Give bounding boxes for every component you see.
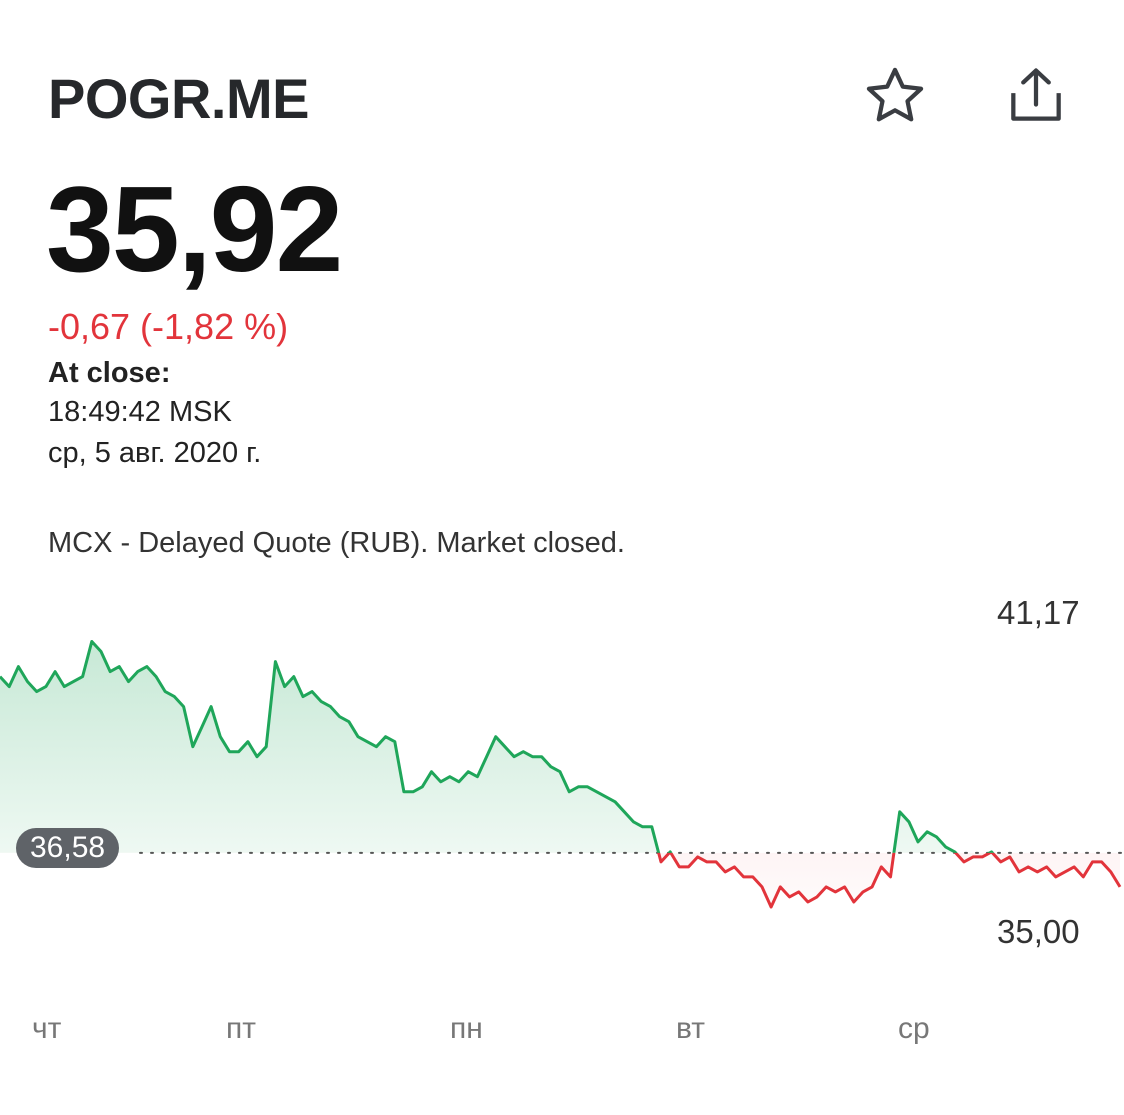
exchange-note: MCX - Delayed Quote (RUB). Market closed… [48,527,625,559]
x-tick-label: ср [898,1012,930,1045]
ticker-title: POGR.ME [48,67,309,130]
price-change: -0,67 (-1,82 %) [48,306,289,347]
y-min-label: 35,00 [997,913,1080,950]
x-tick-label: пт [226,1012,256,1045]
previous-close-badge: 36,58 [16,828,120,868]
favorite-button[interactable] [855,56,935,136]
x-tick-label: чт [32,1012,62,1045]
area-below-close [0,852,1120,907]
close-time: 18:49:42 MSK [48,396,232,428]
x-tick-label: вт [676,1012,706,1045]
star-outline-icon [866,67,924,122]
price-line-up [0,640,995,853]
area-above-close [0,641,993,853]
close-date: ср, 5 авг. 2020 г. [48,437,262,469]
current-price: 35,92 [46,161,343,297]
close-label: At close: [48,357,171,389]
y-max-label: 41,17 [997,594,1080,631]
x-tick-label: пн [450,1012,483,1045]
share-icon [1011,68,1061,121]
price-chart[interactable] [0,590,1124,1000]
share-button[interactable] [996,56,1076,136]
